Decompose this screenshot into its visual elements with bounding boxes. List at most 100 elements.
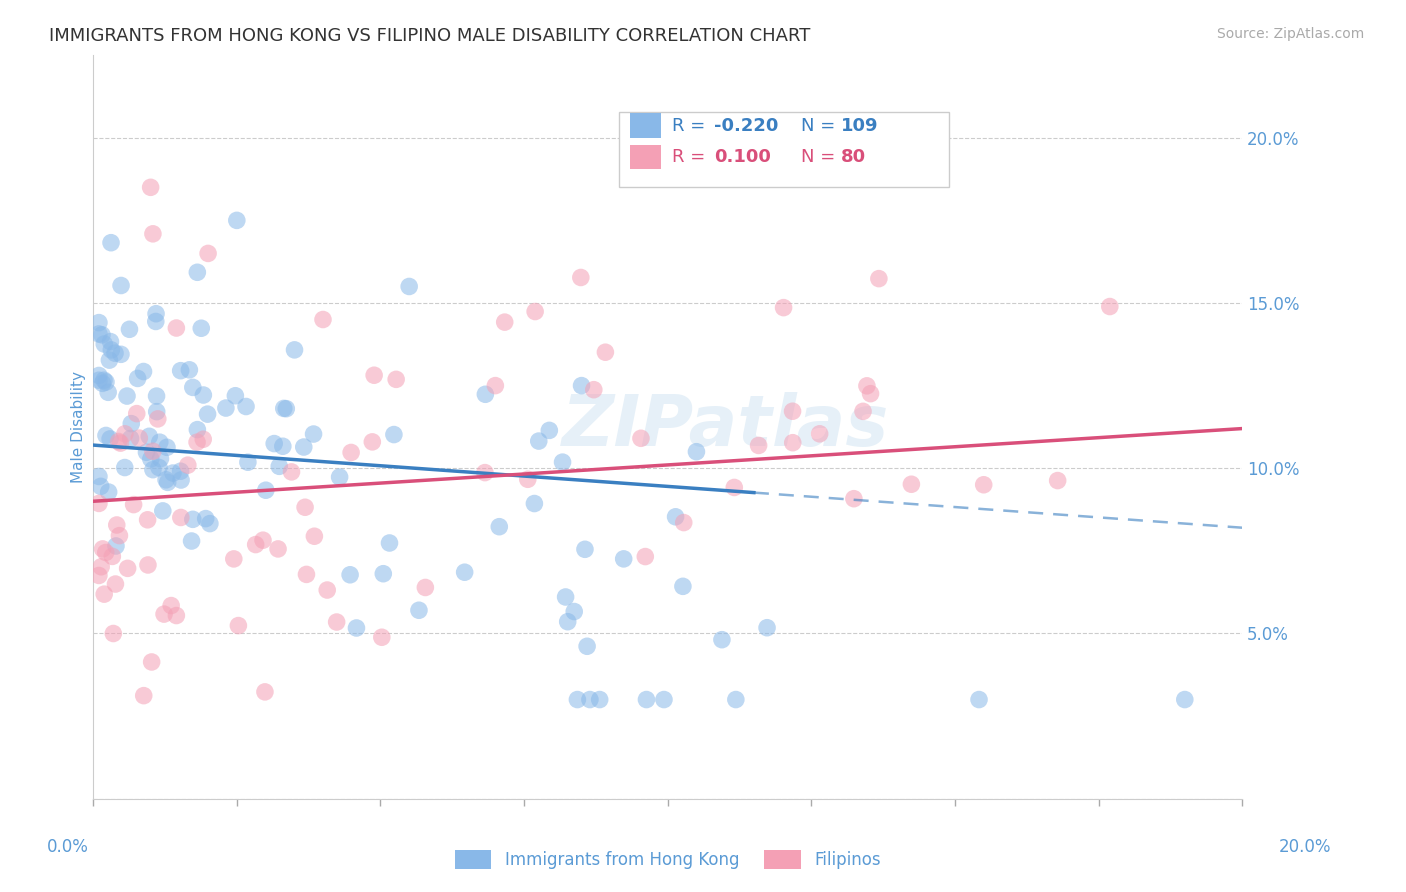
Point (283, 343, 305, 357)
Point (108, 528, 131, 542)
Point (136, 513, 159, 527)
Point (190, 321, 212, 335)
Point (181, 512, 204, 526)
Point (551, 455, 574, 469)
Point (329, 470, 352, 484)
Text: 0.0%: 0.0% (46, 838, 89, 855)
Point (145, 389, 167, 403)
Point (136, 558, 159, 572)
Point (589, 692, 612, 706)
Point (630, 431, 652, 445)
Point (636, 692, 658, 706)
Point (93, 337, 115, 351)
Point (595, 345, 617, 359)
Point (165, 321, 187, 335)
Point (107, 434, 129, 449)
Point (141, 655, 163, 669)
Point (94, 545, 117, 559)
Point (710, 632, 733, 647)
Point (149, 435, 172, 450)
Point (222, 552, 245, 566)
Point (361, 434, 384, 449)
Point (664, 509, 686, 524)
Point (100, 235, 122, 250)
Point (224, 389, 246, 403)
Point (236, 455, 259, 469)
Point (179, 363, 201, 377)
Point (579, 692, 602, 706)
Point (524, 304, 547, 318)
Point (162, 466, 184, 480)
Point (576, 640, 599, 654)
Point (98, 432, 121, 446)
Point (170, 510, 193, 524)
Point (146, 412, 169, 426)
Point (582, 383, 605, 397)
Point (186, 435, 208, 450)
Point (186, 265, 208, 279)
Point (87, 326, 110, 341)
Point (148, 460, 170, 475)
Point (325, 615, 347, 629)
Point (155, 473, 177, 487)
Point (538, 423, 561, 437)
Point (685, 444, 707, 458)
Point (138, 429, 160, 443)
Point (868, 271, 890, 285)
Point (91, 541, 114, 556)
Legend: Immigrants from Hong Kong, Filipinos: Immigrants from Hong Kong, Filipinos (449, 843, 887, 876)
Point (672, 579, 695, 593)
Point (145, 314, 167, 328)
Point (125, 407, 148, 421)
Point (160, 599, 183, 613)
Point (294, 500, 316, 515)
Point (104, 539, 127, 553)
Point (271, 439, 294, 453)
Text: N =: N = (801, 148, 841, 166)
Y-axis label: Male Disability: Male Disability (72, 371, 86, 483)
Text: ZIPatlas: ZIPatlas (561, 392, 889, 461)
Point (859, 386, 882, 401)
Text: N =: N = (801, 117, 841, 135)
Point (87, 469, 110, 483)
Point (110, 347, 132, 361)
Point (273, 401, 295, 416)
Point (782, 404, 804, 418)
Point (245, 538, 267, 552)
Point (398, 279, 420, 293)
Point (516, 472, 538, 486)
Point (100, 343, 122, 357)
Point (252, 533, 274, 548)
Point (118, 322, 141, 336)
Point (842, 491, 865, 506)
Point (567, 692, 589, 706)
Point (276, 401, 298, 416)
Point (900, 477, 922, 491)
Point (145, 404, 167, 418)
Point (494, 315, 516, 329)
Point (652, 692, 675, 706)
Point (117, 561, 139, 575)
Point (340, 445, 363, 459)
Point (453, 566, 475, 580)
Text: R =: R = (672, 117, 711, 135)
Point (378, 536, 401, 550)
Point (87, 568, 110, 582)
Point (756, 621, 779, 635)
Point (304, 529, 326, 543)
Point (1098, 300, 1121, 314)
Point (120, 417, 142, 431)
Point (153, 607, 176, 621)
Point (253, 685, 276, 699)
Point (180, 534, 202, 549)
Point (101, 549, 124, 564)
Point (100, 334, 122, 349)
Point (263, 436, 285, 450)
Point (371, 630, 394, 644)
Text: -0.220: -0.220 (714, 117, 779, 135)
Point (723, 480, 745, 494)
Point (181, 380, 204, 394)
Point (105, 518, 128, 533)
Point (523, 496, 546, 510)
Point (170, 364, 193, 378)
